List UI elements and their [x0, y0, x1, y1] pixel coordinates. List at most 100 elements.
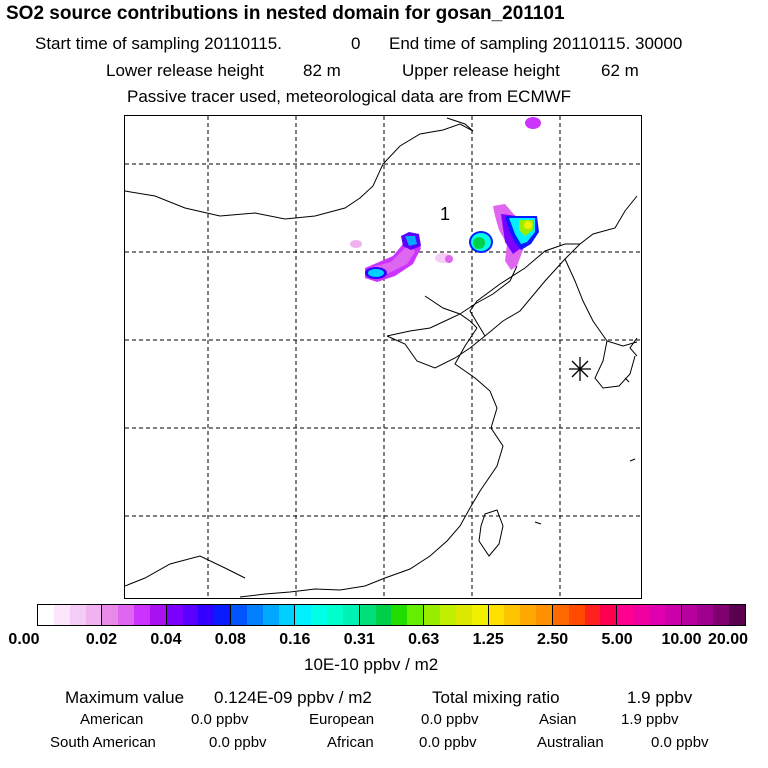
colorbar-swatch [713, 605, 730, 625]
colorbar-swatch [231, 605, 247, 625]
colorbar-tick-label: 0.08 [214, 631, 246, 648]
colorbar-swatch [729, 605, 745, 625]
upper-release-value: 62 m [601, 61, 639, 80]
colorbar-tick-label: 20.00 [707, 631, 749, 648]
colorbar-segment [681, 605, 745, 625]
colorbar-swatch [568, 605, 585, 625]
colorbar-tick-label: 1.25 [472, 631, 504, 648]
map-canvas: 1 [125, 116, 641, 598]
region-south-american-value: 0.0 ppbv [209, 734, 267, 751]
region-european-value: 0.0 ppbv [421, 711, 479, 728]
so2-plumes [350, 117, 541, 282]
colorbar-swatch [342, 605, 359, 625]
region-african-value: 0.0 ppbv [419, 734, 477, 751]
colorbar-swatch [102, 605, 119, 625]
colorbar-swatch [214, 605, 231, 625]
graticule [125, 116, 641, 598]
colorbar-swatch [166, 605, 183, 625]
lower-release-value: 82 m [303, 61, 341, 80]
colorbar-swatch [471, 605, 488, 625]
colorbar-swatch [536, 605, 552, 625]
region-south-american-label: South American [50, 734, 156, 751]
colorbar-swatch [311, 605, 328, 625]
colorbar-swatch [198, 605, 215, 625]
colorbar-swatch [617, 605, 634, 625]
colorbar-swatch [295, 605, 312, 625]
end-time-label: End time of sampling 20110115. 30000 [389, 34, 683, 53]
total-mixing-value: 1.9 ppbv [627, 688, 693, 707]
colorbar-swatch [118, 605, 135, 625]
colorbar-swatch [455, 605, 472, 625]
colorbar-swatch [584, 605, 601, 625]
colorbar-swatch [182, 605, 199, 625]
colorbar-swatch [69, 605, 86, 625]
colorbar-swatch [504, 605, 521, 625]
colorbar-swatch [407, 605, 424, 625]
region-american-label: American [80, 711, 144, 728]
colorbar [37, 604, 746, 626]
colorbar-swatch [488, 605, 505, 625]
gosan-site-marker [569, 357, 591, 381]
colorbar-swatch [664, 605, 681, 625]
region-asian-label: Asian [539, 711, 577, 728]
map-label-1: 1 [440, 204, 450, 224]
colorbar-tick-label: 0.31 [343, 631, 375, 648]
lower-release-label: Lower release height [106, 61, 264, 80]
colorbar-segment [552, 605, 618, 625]
colorbar-tick-label: 2.50 [537, 631, 569, 648]
colorbar-segment [617, 605, 682, 625]
region-australian-label: Australian [537, 734, 604, 751]
region-australian-value: 0.0 ppbv [651, 734, 709, 751]
region-american-value: 0.0 ppbv [191, 711, 249, 728]
colorbar-swatch [327, 605, 343, 625]
region-asian-value: 1.9 ppbv [621, 711, 679, 728]
colorbar-tick-label: 5.00 [601, 631, 633, 648]
colorbar-swatch [391, 605, 408, 625]
colorbar-tick-label: 0.04 [150, 631, 182, 648]
colorbar-segment [424, 605, 489, 625]
colorbar-segment [166, 605, 232, 625]
map-panel: 1 [124, 115, 642, 599]
colorbar-swatch [520, 605, 537, 625]
colorbar-segment [359, 605, 425, 625]
start-time-label: Start time of sampling 20110115. [35, 34, 282, 53]
colorbar-swatch [440, 605, 456, 625]
colorbar-tick-label: 0.63 [408, 631, 440, 648]
colorbar-segment [295, 605, 360, 625]
coastlines [125, 117, 638, 598]
colorbar-units: 10E-10 ppbv / m2 [304, 655, 439, 674]
colorbar-swatch [278, 605, 295, 625]
upper-release-label: Upper release height [402, 61, 560, 80]
colorbar-swatch [246, 605, 263, 625]
max-value: 0.124E-09 ppbv / m2 [214, 688, 372, 707]
colorbar-swatch [85, 605, 102, 625]
colorbar-swatch [697, 605, 714, 625]
colorbar-swatch [262, 605, 279, 625]
colorbar-swatch [633, 605, 649, 625]
colorbar-tick-label: 0.16 [279, 631, 311, 648]
start-time-value: 0 [351, 34, 361, 53]
colorbar-segment [231, 605, 296, 625]
colorbar-swatch [134, 605, 150, 625]
colorbar-swatch [38, 605, 54, 625]
region-african-label: African [327, 734, 374, 751]
colorbar-segment [38, 605, 103, 625]
total-mixing-label: Total mixing ratio [432, 688, 560, 707]
colorbar-tick-label: 0.02 [85, 631, 118, 648]
region-european-label: European [309, 711, 375, 728]
colorbar-swatch [359, 605, 376, 625]
colorbar-tick-label: 10.00 [661, 631, 702, 648]
colorbar-swatch [375, 605, 392, 625]
colorbar-swatch [648, 605, 665, 625]
colorbar-swatch [149, 605, 166, 625]
max-value-label: Maximum value [65, 688, 185, 707]
colorbar-segment [102, 605, 167, 625]
colorbar-swatch [53, 605, 70, 625]
colorbar-segment [488, 605, 553, 625]
colorbar-tick-label: 0.00 [8, 631, 40, 648]
plot-title: SO2 source contributions in nested domai… [6, 3, 565, 24]
colorbar-swatch [552, 605, 569, 625]
colorbar-swatch [424, 605, 440, 625]
colorbar-swatch [681, 605, 698, 625]
tracer-note: Passive tracer used, meteorological data… [127, 87, 572, 106]
